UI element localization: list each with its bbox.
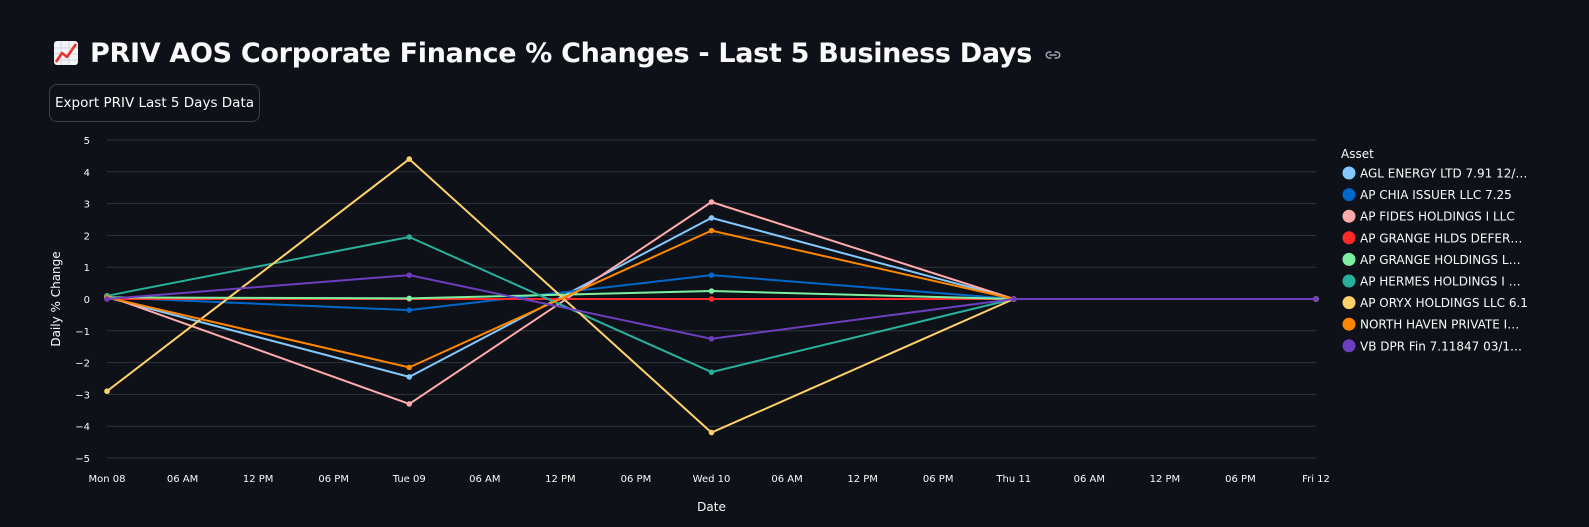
legend-label[interactable]: AP GRANGE HOLDINGS L… (1360, 253, 1521, 267)
y-tick-label: 3 (84, 200, 90, 211)
chart-series (104, 156, 1319, 436)
x-tick-label: Thu 11 (995, 474, 1031, 485)
legend-label[interactable]: AP CHIA ISSUER LLC 7.25 (1360, 188, 1512, 202)
legend-label[interactable]: NORTH HAVEN PRIVATE I… (1360, 318, 1519, 332)
chart-increasing-icon (54, 41, 78, 65)
export-data-button[interactable]: Export PRIV Last 5 Days Data (49, 84, 260, 122)
x-tick-label: 06 AM (469, 474, 500, 485)
chart-gridlines (107, 139, 1316, 459)
x-tick-label: Mon 08 (89, 474, 126, 485)
data-point[interactable] (406, 295, 413, 302)
legend-label[interactable]: VB DPR Fin 7.11847 03/1… (1360, 339, 1522, 353)
x-axis-title: Date (697, 500, 726, 514)
x-tick-label: 06 PM (1225, 474, 1256, 485)
x-tick-label: 06 PM (318, 474, 349, 485)
y-tick-label: −1 (75, 327, 90, 338)
data-point[interactable] (406, 272, 413, 278)
y-tick-label: 5 (84, 136, 90, 147)
y-tick-label: −2 (75, 359, 90, 370)
data-point[interactable] (708, 429, 715, 436)
page-title: PRIV AOS Corporate Finance % Changes - L… (90, 37, 1033, 69)
legend-label[interactable]: AP HERMES HOLDINGS I … (1360, 275, 1521, 289)
chart-legend: Asset AGL ENERGY LTD 7.91 12/… AP CHIA ISS… (1341, 147, 1528, 353)
y-tick-label: 2 (84, 231, 90, 242)
legend-swatch[interactable] (1342, 339, 1356, 353)
y-tick-label: 1 (84, 263, 90, 274)
legend-label[interactable]: AP FIDES HOLDINGS I LLC (1360, 210, 1515, 224)
legend-swatch[interactable] (1342, 296, 1356, 310)
x-tick-label: 06 AM (771, 474, 802, 485)
x-tick-label: 06 PM (621, 474, 652, 485)
x-tick-label: 12 PM (545, 474, 576, 485)
data-point[interactable] (1313, 296, 1319, 302)
link-icon[interactable] (1044, 46, 1062, 64)
data-point[interactable] (708, 296, 715, 302)
y-tick-label: 4 (84, 168, 90, 179)
x-tick-label: Fri 12 (1302, 474, 1330, 485)
legend-swatch[interactable] (1342, 166, 1356, 180)
data-point[interactable] (104, 388, 110, 395)
data-point[interactable] (708, 335, 715, 342)
series-line (106, 274, 1316, 340)
legend-swatch[interactable] (1342, 252, 1356, 266)
legend-swatch[interactable] (1342, 231, 1356, 245)
y-tick-label: −5 (75, 454, 90, 465)
legend-label[interactable]: AP ORYX HOLDINGS LLC 6.1 (1360, 296, 1528, 310)
x-tick-label: 06 PM (923, 474, 954, 485)
data-point[interactable] (708, 369, 715, 375)
data-point[interactable] (708, 199, 715, 205)
x-tick-label: 06 AM (1074, 474, 1105, 485)
x-tick-label: 12 PM (243, 474, 274, 485)
data-point[interactable] (406, 234, 413, 240)
y-tick-label: −4 (75, 422, 90, 433)
data-point[interactable] (1010, 296, 1017, 302)
y-axis-title: Daily % Change (49, 251, 63, 346)
data-point[interactable] (708, 288, 715, 294)
x-tick-label: Wed 10 (693, 474, 731, 485)
chart-axes: −5 −4 −3 −2 −1 0 1 2 3 4 5 Mon 08 06 AM 12 PM 06 PM Tue… (49, 136, 1330, 514)
legend-label[interactable]: AP GRANGE HLDS DEFER… (1360, 231, 1522, 245)
data-point[interactable] (406, 307, 413, 313)
data-point[interactable] (708, 215, 715, 221)
data-point[interactable] (406, 364, 413, 371)
data-point[interactable] (406, 156, 413, 162)
x-tick-label: 06 AM (167, 474, 198, 485)
x-tick-label: 12 PM (847, 474, 878, 485)
x-tick-label: 12 PM (1150, 474, 1181, 485)
data-point[interactable] (406, 401, 413, 407)
data-point[interactable] (708, 272, 715, 278)
y-tick-label: 0 (84, 295, 90, 306)
data-point[interactable] (708, 227, 715, 234)
y-tick-label: −3 (75, 390, 90, 401)
title-row: PRIV AOS Corporate Finance % Changes - L… (52, 33, 1062, 73)
legend-swatch[interactable] (1342, 188, 1356, 202)
legend-label[interactable]: AGL ENERGY LTD 7.91 12/… (1360, 167, 1527, 181)
data-point[interactable] (104, 296, 110, 302)
legend-swatch[interactable] (1342, 274, 1356, 288)
legend-title: Asset (1341, 147, 1374, 161)
x-tick-label: Tue 09 (392, 474, 426, 485)
legend-swatch[interactable] (1342, 209, 1356, 223)
legend-swatch[interactable] (1342, 317, 1356, 331)
data-point[interactable] (406, 374, 413, 380)
